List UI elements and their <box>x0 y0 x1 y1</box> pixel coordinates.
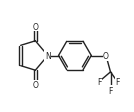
Text: O: O <box>32 22 38 31</box>
Text: F: F <box>115 77 120 86</box>
Text: F: F <box>97 77 101 86</box>
Text: F: F <box>108 86 113 95</box>
Text: O: O <box>32 81 38 90</box>
Text: O: O <box>103 52 109 60</box>
Text: N: N <box>45 52 51 60</box>
